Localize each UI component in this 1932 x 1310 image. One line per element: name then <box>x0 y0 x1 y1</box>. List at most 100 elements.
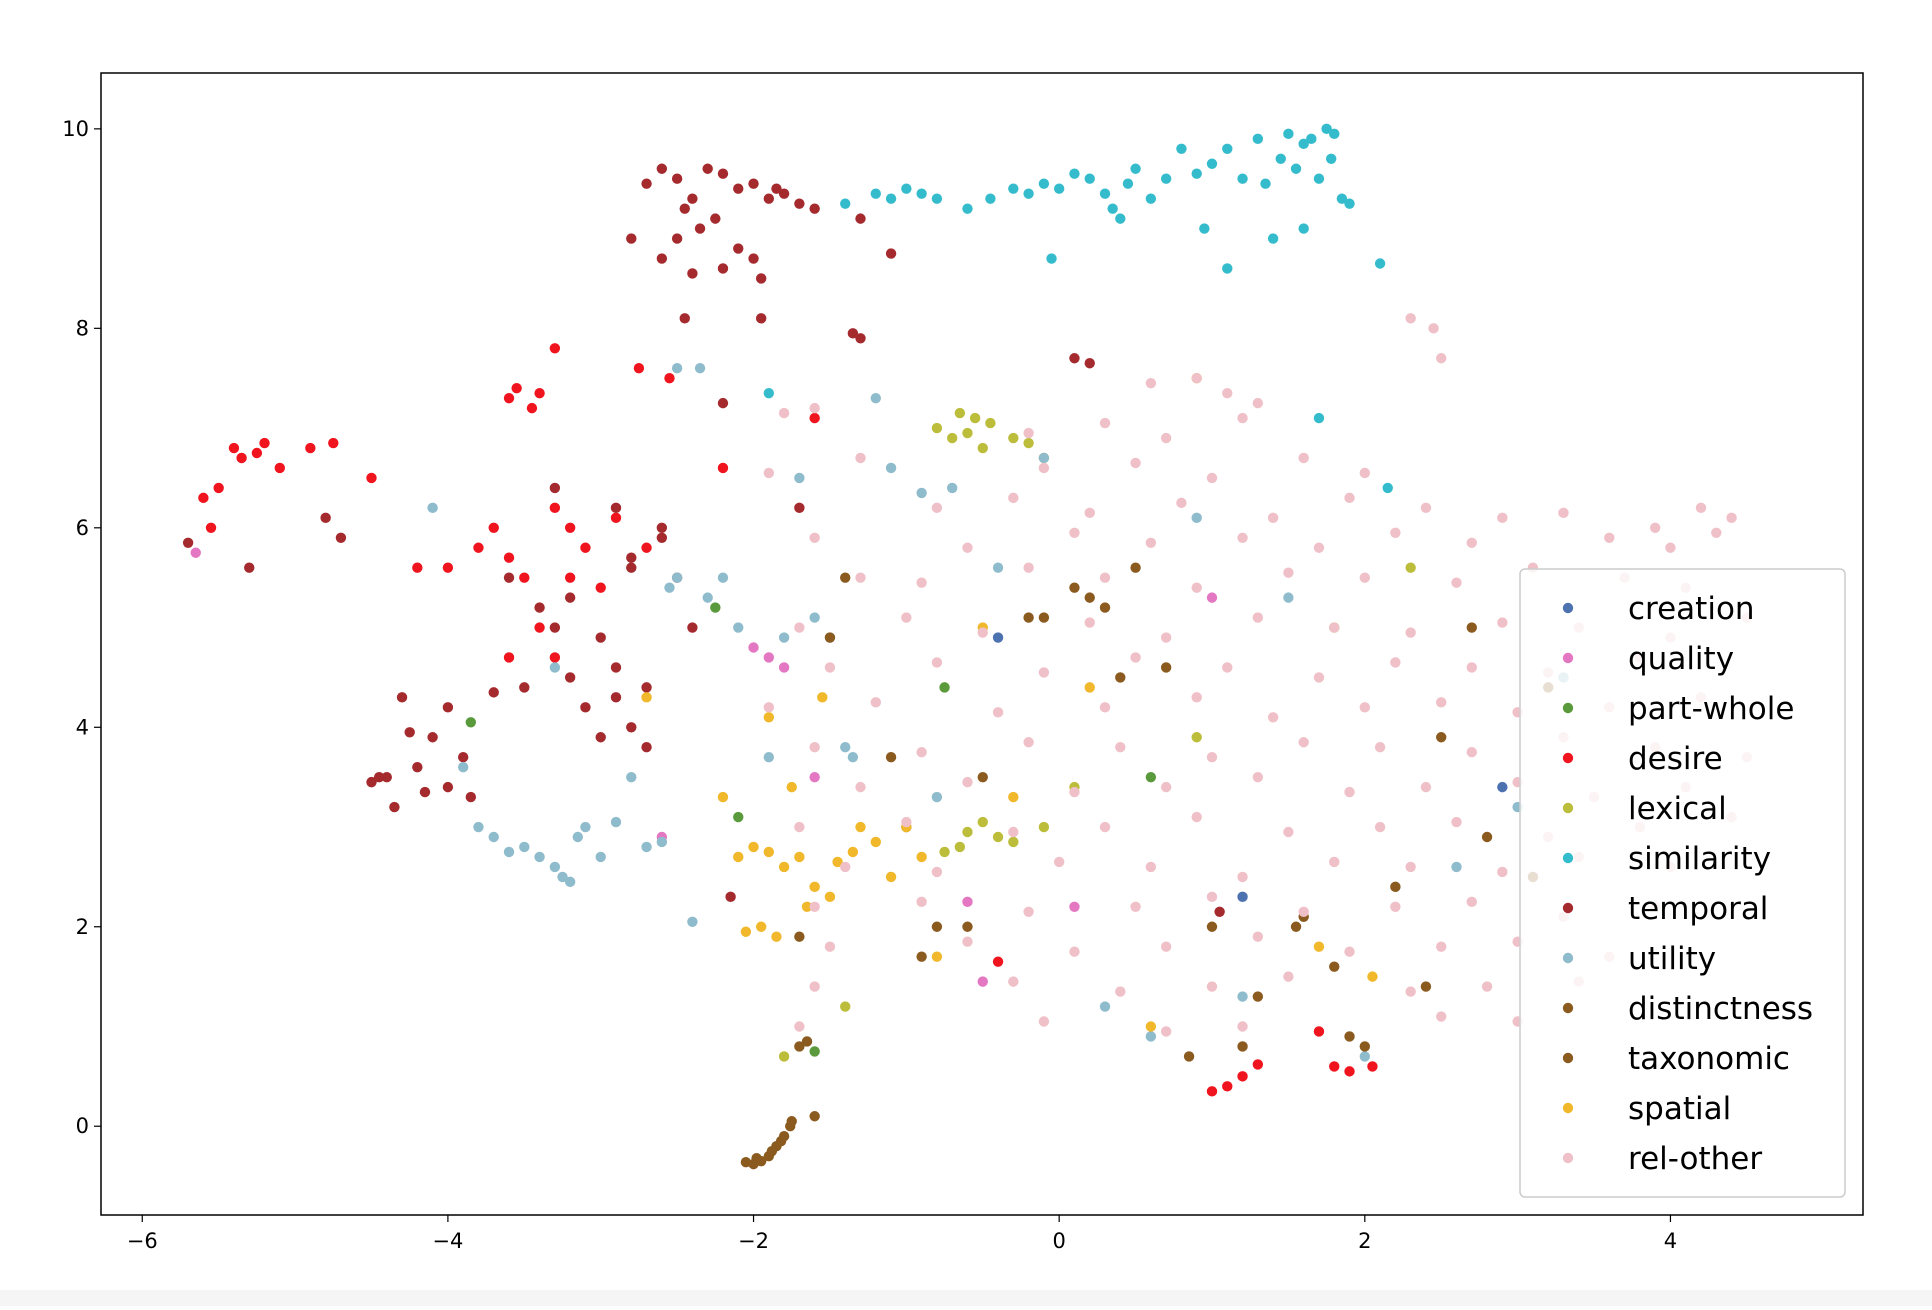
data-point <box>641 742 652 753</box>
data-point <box>794 502 805 514</box>
data-point <box>1252 612 1264 623</box>
data-point <box>809 203 820 214</box>
data-point <box>733 183 744 194</box>
data-point <box>1069 786 1080 798</box>
data-point <box>1298 138 1309 150</box>
data-point <box>1069 946 1080 957</box>
data-point <box>1237 991 1248 1002</box>
data-point <box>213 482 224 494</box>
data-point <box>626 233 637 244</box>
data-point <box>1214 906 1225 917</box>
data-point <box>534 851 545 863</box>
data-point <box>1481 831 1493 843</box>
data-point <box>794 931 805 942</box>
data-point <box>1374 821 1386 833</box>
data-point <box>916 577 927 588</box>
data-point <box>1145 193 1157 204</box>
data-point <box>748 178 759 189</box>
data-point <box>1160 432 1172 444</box>
data-point <box>1695 502 1707 514</box>
data-point <box>1313 542 1325 553</box>
data-point <box>1344 492 1355 504</box>
data-point <box>610 512 622 524</box>
data-point <box>1222 263 1233 274</box>
data-point <box>610 662 622 673</box>
data-point <box>1145 1031 1157 1042</box>
data-point <box>977 442 988 454</box>
data-point <box>855 821 866 833</box>
data-point <box>1023 906 1034 917</box>
data-point <box>687 916 698 927</box>
data-point <box>1313 1026 1325 1037</box>
data-point <box>1008 826 1019 838</box>
y-tick-label: 6 <box>76 516 89 540</box>
data-point <box>771 931 782 942</box>
data-point <box>1160 941 1172 952</box>
data-point <box>1726 512 1737 524</box>
legend-label: temporal <box>1628 891 1768 927</box>
data-point <box>977 816 988 828</box>
data-point <box>1099 702 1111 713</box>
data-point <box>1329 961 1340 972</box>
data-point <box>855 333 866 344</box>
data-point <box>274 462 285 474</box>
data-point <box>1283 971 1294 982</box>
data-point <box>840 742 851 753</box>
data-point <box>870 188 881 199</box>
data-point <box>519 572 530 583</box>
data-point <box>1451 816 1462 828</box>
data-point <box>1604 532 1615 543</box>
data-point <box>1390 527 1401 538</box>
data-point <box>1497 781 1508 793</box>
data-point <box>1306 133 1317 145</box>
data-point <box>1260 178 1271 189</box>
data-point <box>1237 1021 1248 1032</box>
data-point <box>503 846 515 858</box>
data-point <box>725 891 736 903</box>
data-point <box>687 622 698 633</box>
data-point <box>1405 861 1416 873</box>
data-point <box>1237 1071 1248 1082</box>
data-point <box>778 861 790 873</box>
data-point <box>656 163 668 174</box>
data-point <box>671 363 683 374</box>
data-point <box>427 502 438 514</box>
data-point <box>549 343 561 354</box>
data-point <box>1237 412 1248 424</box>
data-point <box>1191 692 1202 703</box>
data-point <box>751 1152 762 1164</box>
data-point <box>373 771 385 783</box>
data-point <box>809 1046 820 1057</box>
data-point <box>794 198 805 209</box>
x-tick-label: −4 <box>432 1229 463 1253</box>
data-point <box>610 692 622 703</box>
data-point <box>534 387 545 399</box>
data-point <box>572 831 583 843</box>
data-point <box>733 622 744 633</box>
data-point <box>534 622 545 633</box>
data-point <box>1130 652 1141 663</box>
data-point <box>1038 1016 1050 1027</box>
data-point <box>1038 612 1050 623</box>
data-point <box>832 856 843 868</box>
data-point <box>1038 178 1050 189</box>
data-point <box>1099 602 1111 613</box>
data-point <box>962 542 973 553</box>
data-point <box>656 532 668 543</box>
data-point <box>419 786 431 798</box>
data-point <box>763 467 775 479</box>
data-point <box>1390 901 1401 913</box>
legend-marker <box>1562 1052 1574 1064</box>
data-point <box>1084 617 1095 628</box>
data-point <box>1451 861 1462 873</box>
data-point <box>412 761 423 773</box>
data-point <box>1191 811 1202 823</box>
data-point <box>916 747 927 758</box>
legend-marker <box>1562 852 1574 864</box>
data-point <box>1336 193 1348 204</box>
data-point <box>794 472 805 484</box>
data-point <box>244 562 255 573</box>
data-point <box>557 871 568 883</box>
data-point <box>1344 946 1355 957</box>
data-point <box>1436 941 1447 952</box>
